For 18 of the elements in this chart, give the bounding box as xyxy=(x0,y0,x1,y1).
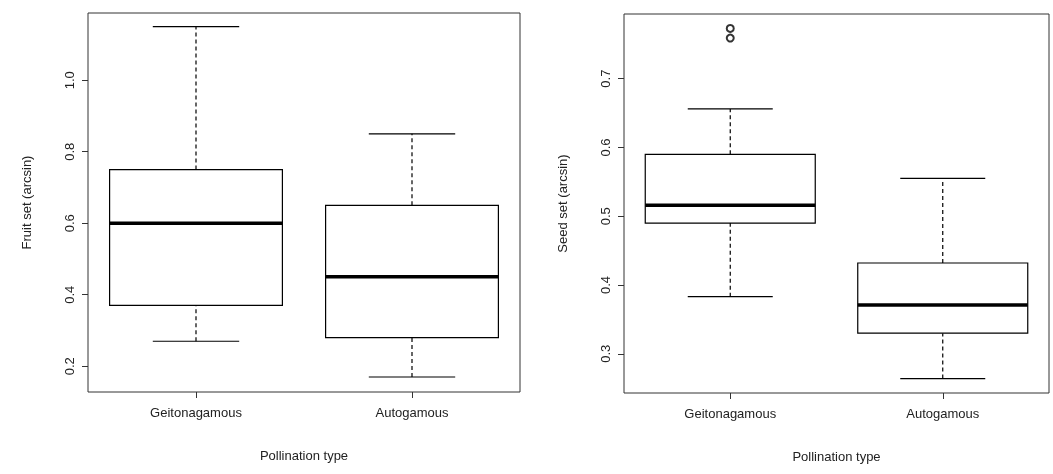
y-tick-label: 0.3 xyxy=(598,344,613,363)
y-tick-label: 0.6 xyxy=(62,214,77,233)
y-tick-label: 0.5 xyxy=(598,207,613,226)
x-axis-title: Pollination type xyxy=(259,448,349,463)
y-tick-label: 0.4 xyxy=(598,275,613,295)
y-tick-label: 0.6 xyxy=(598,138,613,157)
x-tick-label: Autogamous xyxy=(375,405,449,420)
y-tick-label: 0.7 xyxy=(598,69,613,88)
x-tick-label: Geitonagamous xyxy=(684,406,777,421)
y-tick-label: 1.0 xyxy=(62,71,77,90)
y-tick-label: 0.4 xyxy=(62,285,77,304)
x-axis-title: Pollination type xyxy=(792,449,881,464)
y-axis-title: Fruit set (arcsin) xyxy=(19,155,34,250)
y-axis-title: Seed set (arcsin) xyxy=(555,154,570,253)
y-tick-label: 0.2 xyxy=(62,357,77,376)
y-tick-label: 0.8 xyxy=(62,142,77,161)
x-tick-label: Geitonagamous xyxy=(150,405,243,420)
x-tick-label: Autogamous xyxy=(906,406,980,421)
